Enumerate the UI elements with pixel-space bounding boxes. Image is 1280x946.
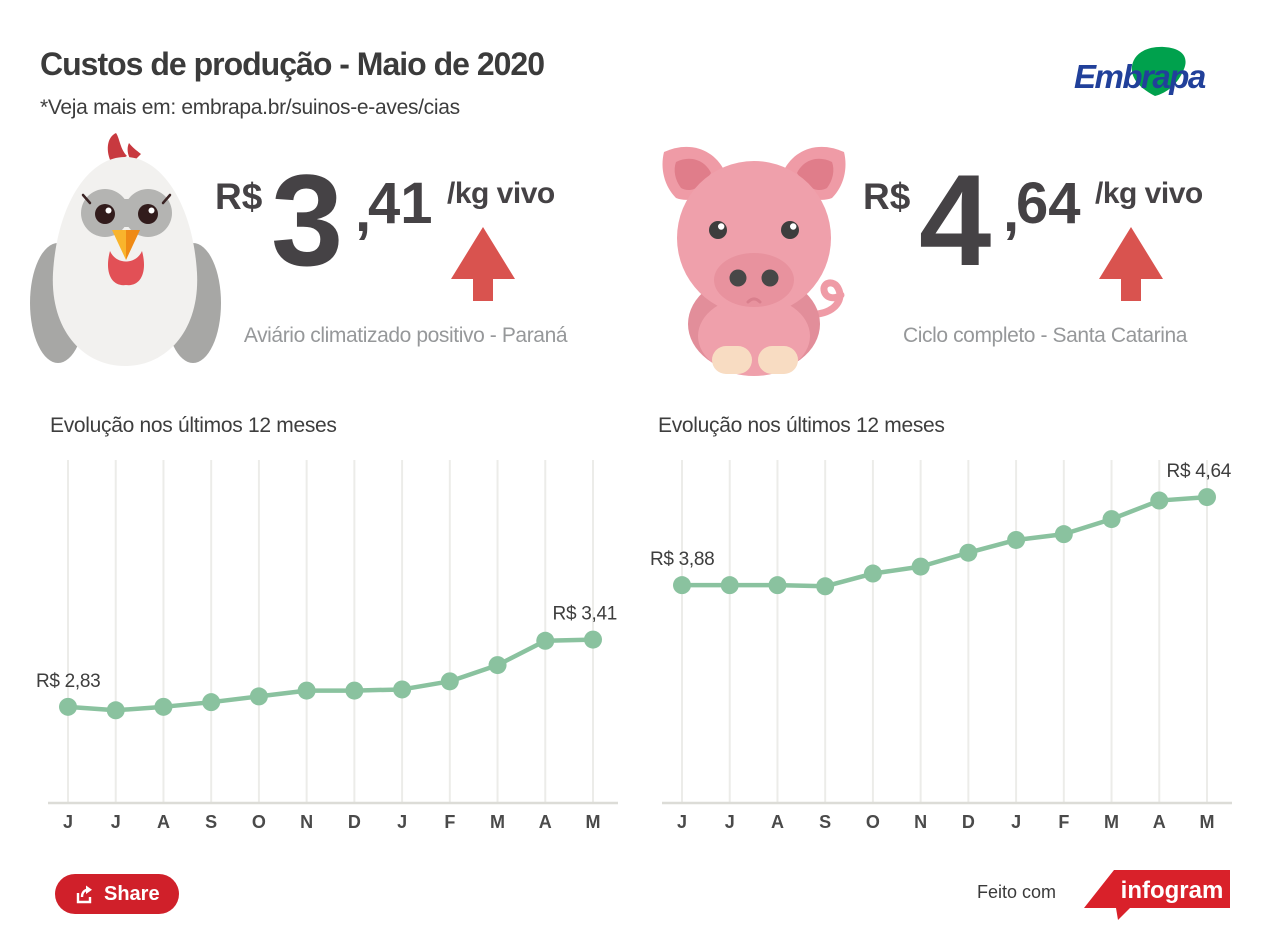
svg-text:F: F bbox=[1058, 812, 1069, 832]
svg-text:J: J bbox=[1011, 812, 1021, 832]
made-with-text: Feito com bbox=[977, 882, 1057, 902]
pig-price-unit: /kg vivo bbox=[1095, 177, 1203, 210]
infogram-logo[interactable]: infogram bbox=[1072, 866, 1232, 920]
svg-text:R$ 3,88: R$ 3,88 bbox=[650, 549, 714, 570]
svg-text:R$ 4,64: R$ 4,64 bbox=[1167, 461, 1232, 482]
svg-text:N: N bbox=[300, 812, 313, 832]
page-subtitle: *Veja mais em: embrapa.br/suinos-e-aves/… bbox=[40, 96, 460, 119]
svg-text:R$ 2,83: R$ 2,83 bbox=[36, 671, 100, 692]
chicken-price: R$ 3 , 41 /kg vivo bbox=[215, 150, 610, 340]
svg-text:S: S bbox=[819, 812, 831, 832]
svg-text:J: J bbox=[111, 812, 121, 832]
infogram-logo-text: infogram bbox=[1121, 877, 1224, 904]
pig-cost-line-chart[interactable]: R$ 3,88 R$ 4,64 J J A S O N D J F M A M bbox=[650, 448, 1232, 848]
pig-price-comma: , bbox=[1003, 179, 1020, 244]
up-arrow-icon bbox=[1099, 227, 1163, 301]
svg-text:N: N bbox=[914, 812, 927, 832]
svg-text:R$ 3,41: R$ 3,41 bbox=[553, 604, 617, 625]
svg-text:M: M bbox=[1200, 812, 1215, 832]
svg-text:M: M bbox=[490, 812, 505, 832]
svg-text:J: J bbox=[397, 812, 407, 832]
pig-chart-title: Evolução nos últimos 12 meses bbox=[658, 414, 945, 437]
pig-price-currency: R$ bbox=[863, 176, 911, 217]
svg-text:J: J bbox=[677, 812, 687, 832]
svg-text:D: D bbox=[348, 812, 361, 832]
chicken-caption: Aviário climatizado positivo - Paraná bbox=[243, 324, 568, 347]
svg-text:O: O bbox=[866, 812, 880, 832]
page-title: Custos de produção - Maio de 2020 bbox=[40, 46, 545, 82]
svg-text:A: A bbox=[157, 812, 170, 832]
svg-text:A: A bbox=[539, 812, 552, 832]
pig-price-integer: 4 bbox=[919, 147, 992, 293]
pig-price: R$ 4 , 64 /kg vivo bbox=[863, 150, 1223, 340]
chicken-chart-title: Evolução nos últimos 12 meses bbox=[50, 414, 337, 437]
svg-text:J: J bbox=[725, 812, 735, 832]
chicken-price-fraction: 41 bbox=[368, 171, 433, 236]
embrapa-logo: Embrapa bbox=[1074, 46, 1207, 96]
chicken-cost-line-chart[interactable]: R$ 2,83 R$ 3,41 J J A S O N D J F M A M bbox=[36, 448, 618, 848]
svg-text:D: D bbox=[962, 812, 975, 832]
embrapa-logo-text: Embrapa bbox=[1074, 58, 1206, 95]
share-icon bbox=[76, 885, 92, 903]
chicken-price-integer: 3 bbox=[271, 147, 344, 293]
chicken-price-unit: /kg vivo bbox=[447, 177, 555, 210]
svg-text:O: O bbox=[252, 812, 266, 832]
embrapa-leaf-shape bbox=[1131, 46, 1186, 96]
svg-text:J: J bbox=[63, 812, 73, 832]
svg-text:M: M bbox=[586, 812, 601, 832]
pig-icon bbox=[662, 146, 846, 376]
chicken-price-comma: , bbox=[355, 179, 372, 244]
svg-text:M: M bbox=[1104, 812, 1119, 832]
svg-text:A: A bbox=[1153, 812, 1166, 832]
chicken-icon bbox=[30, 133, 221, 366]
svg-text:A: A bbox=[771, 812, 784, 832]
pig-price-fraction: 64 bbox=[1016, 171, 1081, 236]
share-button[interactable]: Share bbox=[55, 874, 179, 914]
svg-text:S: S bbox=[205, 812, 217, 832]
up-arrow-icon bbox=[451, 227, 515, 301]
chicken-price-currency: R$ bbox=[215, 176, 263, 217]
svg-text:F: F bbox=[444, 812, 455, 832]
share-button-label: Share bbox=[104, 882, 160, 905]
pig-caption: Ciclo completo - Santa Catarina bbox=[902, 324, 1188, 347]
